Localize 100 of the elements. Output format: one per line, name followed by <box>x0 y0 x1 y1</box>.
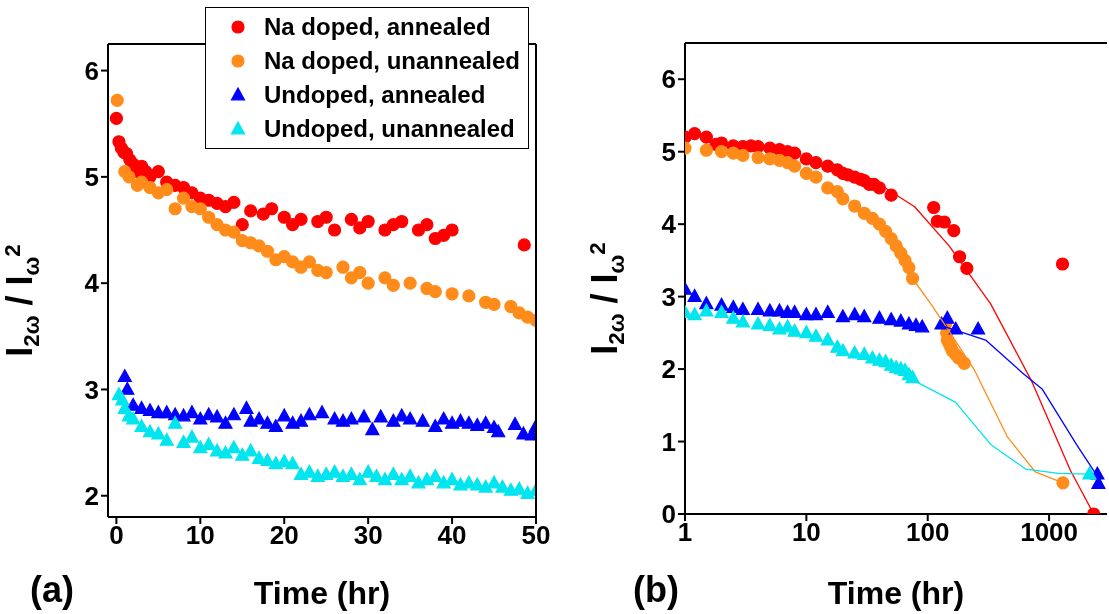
point <box>369 469 384 483</box>
point <box>285 456 300 470</box>
point <box>445 223 459 237</box>
point <box>243 443 258 457</box>
point <box>495 479 510 493</box>
point <box>151 164 165 179</box>
point <box>201 437 216 451</box>
legend-label: Na doped, annealed <box>264 12 491 42</box>
point <box>227 195 241 209</box>
x-tick-label: 30 <box>353 520 383 551</box>
y-tick-label: 6 <box>84 55 99 86</box>
y-tick-label: 4 <box>661 209 677 240</box>
point <box>420 218 434 232</box>
point <box>356 409 372 423</box>
point <box>314 405 330 419</box>
point <box>327 223 342 237</box>
y-tick-label: 1 <box>661 426 676 457</box>
point <box>436 411 451 425</box>
y-tick-label: 6 <box>661 64 676 95</box>
point <box>176 191 191 205</box>
point <box>487 297 501 312</box>
point <box>478 479 493 493</box>
point <box>277 408 292 422</box>
point <box>517 238 531 252</box>
point <box>210 409 225 423</box>
point <box>302 407 317 421</box>
y-tick-label: 3 <box>661 281 676 312</box>
point <box>344 466 359 480</box>
point <box>428 469 443 483</box>
point <box>202 210 216 224</box>
x-tick-label: 20 <box>269 520 299 551</box>
point <box>386 413 401 427</box>
point <box>386 278 400 292</box>
point <box>361 464 376 478</box>
point <box>226 407 241 421</box>
point <box>461 415 476 429</box>
point <box>336 260 350 274</box>
point <box>504 299 518 314</box>
point <box>352 472 367 486</box>
point <box>377 472 393 486</box>
point <box>403 276 417 290</box>
point <box>265 202 279 216</box>
point <box>126 411 141 425</box>
x-tick-label: 0 <box>109 520 124 551</box>
point <box>415 413 430 427</box>
point <box>373 409 388 423</box>
y-tick-label: 5 <box>84 162 99 193</box>
point <box>462 289 476 303</box>
point <box>403 411 418 425</box>
point <box>239 400 254 414</box>
x-tick-label: 40 <box>437 520 467 551</box>
y-tick-label: 4 <box>84 268 100 299</box>
point <box>184 429 200 443</box>
y-tick-label: 2 <box>661 354 676 385</box>
point <box>160 183 174 197</box>
point <box>122 170 136 184</box>
x-tick-label: 10 <box>791 517 821 548</box>
point <box>226 440 241 454</box>
point <box>176 435 191 448</box>
point <box>507 416 523 430</box>
point <box>419 472 434 486</box>
point <box>378 271 392 285</box>
point <box>294 212 308 226</box>
point <box>159 432 174 446</box>
point <box>168 202 182 216</box>
point <box>327 464 342 478</box>
point <box>361 276 375 290</box>
x-tick-label: 10 <box>185 520 215 551</box>
point <box>353 265 367 280</box>
point <box>486 475 502 489</box>
point <box>512 481 527 495</box>
point <box>117 369 132 383</box>
point <box>168 415 183 429</box>
legend-label: Undoped, unannealed <box>264 114 515 144</box>
text: (a) <box>30 569 74 610</box>
point <box>218 445 233 459</box>
point <box>361 214 375 229</box>
text: (b) <box>633 569 679 610</box>
x-axis-title: Time (hr) <box>827 575 965 611</box>
point <box>365 422 380 436</box>
y-tick-label: 3 <box>84 374 99 405</box>
point <box>218 415 233 429</box>
x-tick-label: 50 <box>521 520 551 551</box>
point <box>386 466 401 480</box>
x-tick-label: 100 <box>906 517 950 548</box>
point <box>277 210 291 224</box>
x-axis-title: Time (hr) <box>253 575 391 611</box>
point <box>193 202 207 216</box>
point <box>353 221 367 235</box>
point <box>260 415 275 429</box>
legend-label: Undoped, annealed <box>264 80 486 110</box>
point <box>319 265 333 280</box>
point <box>344 411 359 425</box>
point <box>244 204 258 218</box>
point <box>428 419 443 433</box>
x-tick-label: 1000 <box>1020 517 1079 548</box>
point <box>445 287 459 301</box>
point <box>268 419 283 433</box>
point <box>193 411 208 425</box>
point <box>302 464 317 478</box>
